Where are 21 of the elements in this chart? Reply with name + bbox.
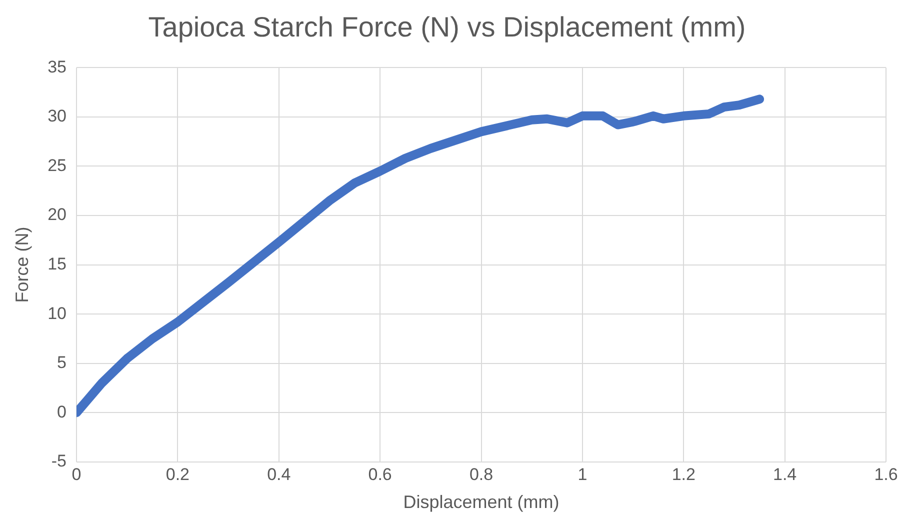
y-tick-label: 25 [48,156,67,175]
x-tick-label: 0 [72,464,82,484]
y-tick-label: 20 [48,205,67,224]
x-tick-label: 0.8 [469,464,494,484]
y-tick-label: -5 [51,452,67,471]
y-tick-label: 0 [57,402,67,422]
x-tick-label: 1.4 [772,464,797,484]
x-tick-label: 1.2 [672,464,696,484]
y-tick-label: 30 [48,106,67,126]
y-axis-title: Force (N) [12,226,32,303]
x-tick-label: 0.4 [267,464,291,484]
y-tick-label: 5 [57,353,67,372]
chart-title: Tapioca Starch Force (N) vs Displacement (mm) [148,12,746,43]
y-tick-label: 35 [48,57,67,76]
x-tick-label: 0.2 [166,464,190,484]
x-axis-title: Displacement (mm) [403,492,560,512]
x-tick-label: 0.6 [368,464,392,484]
x-tick-label: 1.6 [874,464,898,484]
x-tick-label: 1 [578,464,588,484]
y-tick-label: 15 [48,254,67,274]
y-tick-label: 10 [48,304,67,323]
